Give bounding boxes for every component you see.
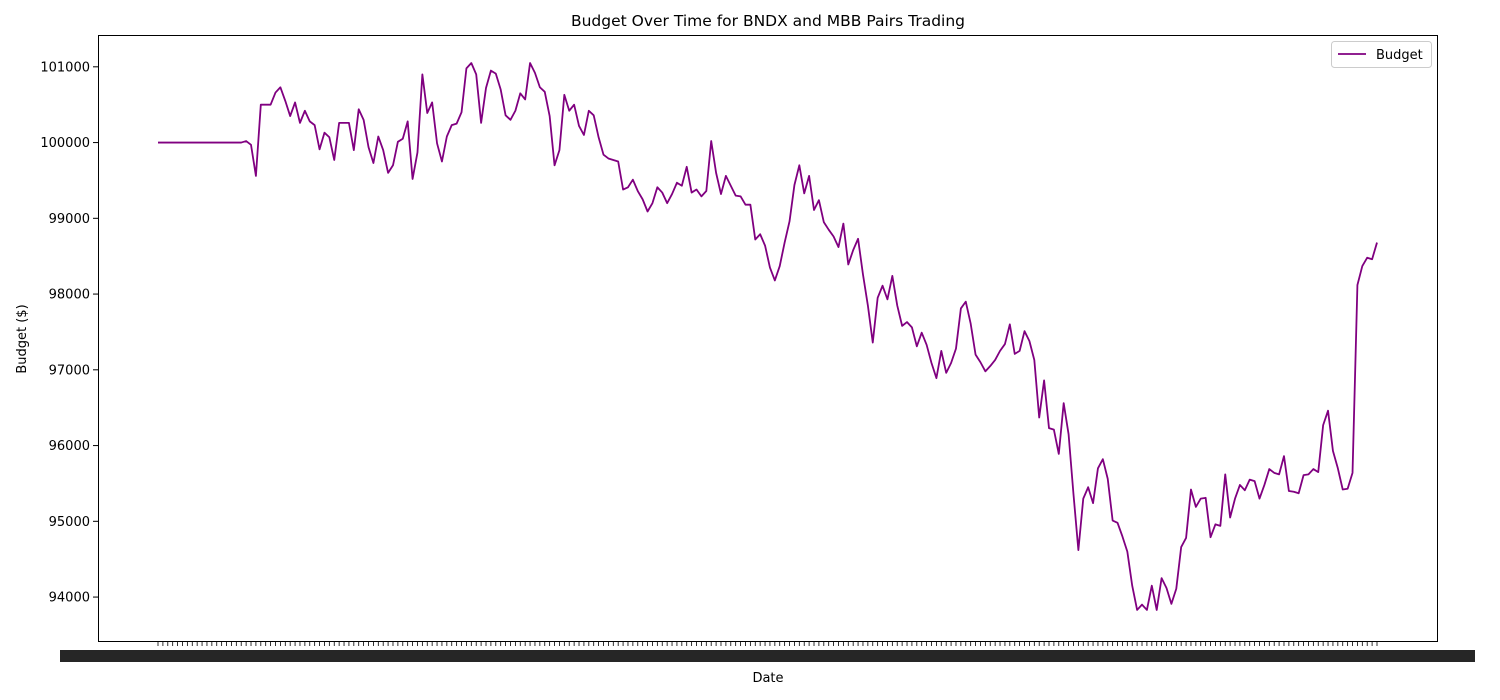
y-tick-label: 97000 [49, 363, 90, 378]
y-tick-label: 96000 [49, 439, 90, 454]
x-axis-label: Date [752, 671, 783, 686]
budget-series-line [158, 62, 1378, 611]
y-tick-label: 99000 [49, 212, 90, 227]
plot-area [98, 35, 1438, 642]
legend-box [1331, 41, 1432, 68]
y-tick-label: 94000 [49, 591, 90, 606]
plot-frame [98, 35, 1438, 642]
legend-label-budget: Budget [1376, 48, 1423, 63]
y-tick-label: 101000 [40, 60, 90, 75]
y-tick-label: 98000 [49, 288, 90, 303]
legend: Budget [1331, 41, 1432, 68]
y-tick-label: 100000 [40, 136, 90, 151]
y-axis: 94000 95000 96000 97000 98000 99000 100000 1010… [40, 60, 98, 606]
x-axis [60, 641, 1475, 662]
chart-title: Budget Over Time for BNDX and MBB Pairs … [571, 12, 965, 30]
y-axis-label: Budget ($) [15, 304, 30, 373]
x-tick-labels-overlapping [60, 650, 1475, 662]
y-tick-label: 95000 [49, 515, 90, 530]
